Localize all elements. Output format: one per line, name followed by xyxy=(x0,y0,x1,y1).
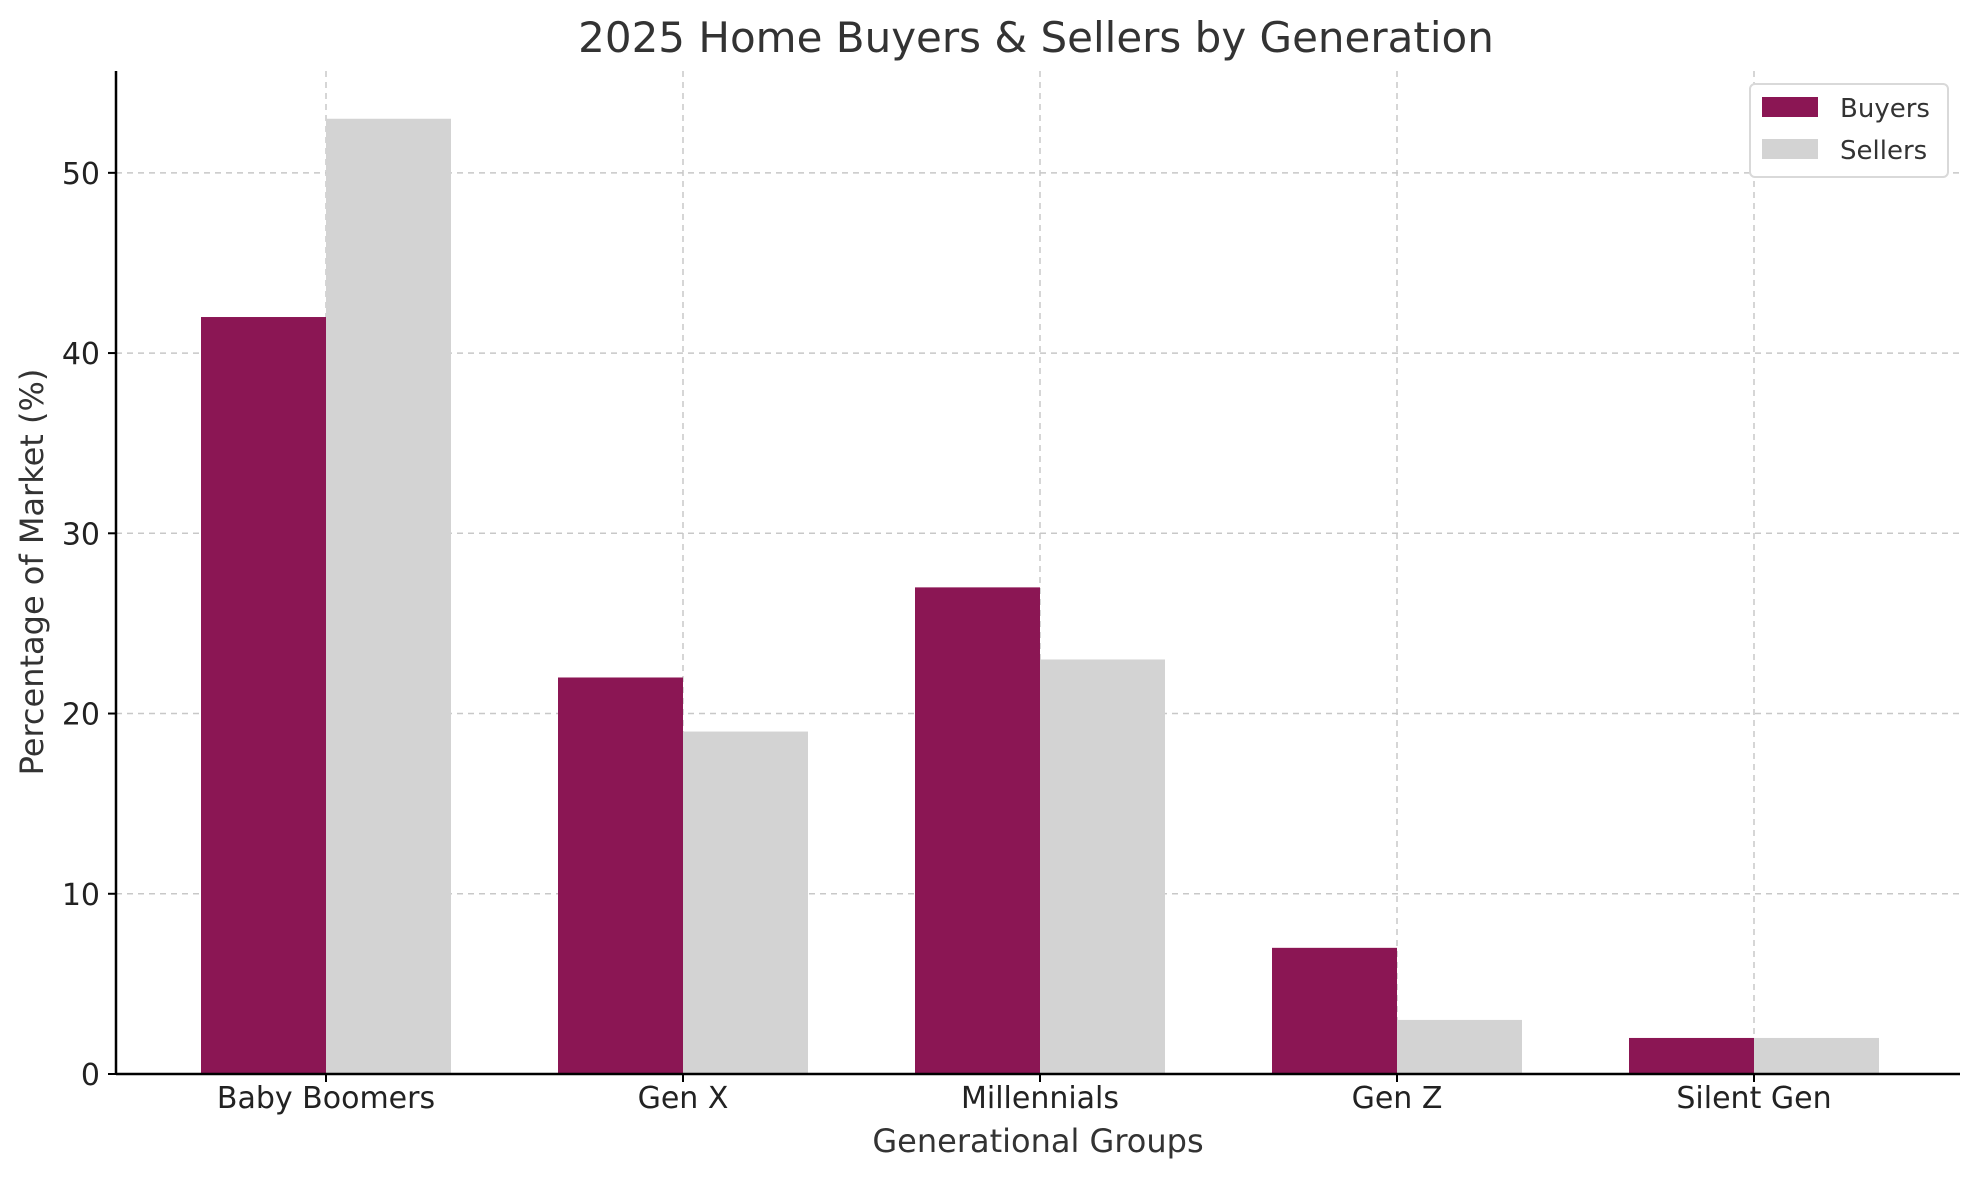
legend-swatch-sellers xyxy=(1762,139,1818,159)
x-axis-label: Generational Groups xyxy=(872,1122,1203,1160)
legend-label-buyers: Buyers xyxy=(1840,94,1930,124)
bar-sellers-baby-boomers xyxy=(326,118,451,1074)
y-tick-label: 30 xyxy=(62,517,100,552)
y-tick-label: 10 xyxy=(62,878,100,913)
y-tick-label: 50 xyxy=(62,157,100,192)
chart-title: 2025 Home Buyers & Sellers by Generation xyxy=(578,13,1494,62)
x-tick-label: Millennials xyxy=(961,1081,1119,1116)
bar-buyers-silent-gen xyxy=(1629,1037,1754,1074)
bar-sellers-gen-z xyxy=(1397,1019,1522,1074)
x-tick-label: Gen Z xyxy=(1352,1081,1443,1116)
y-tick-label: 20 xyxy=(62,698,100,733)
bar-buyers-baby-boomers xyxy=(201,317,326,1074)
bars xyxy=(201,118,1879,1074)
x-ticks: Baby Boomers Gen X Millennials Gen Z Silent … xyxy=(217,1074,1832,1116)
x-tick-label: Gen X xyxy=(638,1081,729,1116)
bar-buyers-gen-z xyxy=(1272,947,1397,1074)
legend: Buyers Sellers xyxy=(1749,83,1949,178)
bar-buyers-gen-x xyxy=(558,677,683,1074)
x-tick-label: Baby Boomers xyxy=(217,1081,435,1116)
y-axis-label: Percentage of Market (%) xyxy=(13,369,51,776)
legend-swatch-buyers xyxy=(1762,97,1818,117)
y-tick-label: 40 xyxy=(62,337,100,372)
bar-sellers-gen-x xyxy=(683,731,808,1074)
legend-label-sellers: Sellers xyxy=(1840,136,1927,166)
y-tick-label: 0 xyxy=(81,1058,100,1093)
axes xyxy=(114,71,1960,1076)
y-ticks: 0 10 20 30 40 50 xyxy=(62,157,116,1093)
bar-sellers-silent-gen xyxy=(1754,1037,1879,1074)
x-tick-label: Silent Gen xyxy=(1676,1081,1831,1116)
bar-buyers-millennials xyxy=(915,587,1040,1074)
bar-sellers-millennials xyxy=(1040,659,1165,1074)
